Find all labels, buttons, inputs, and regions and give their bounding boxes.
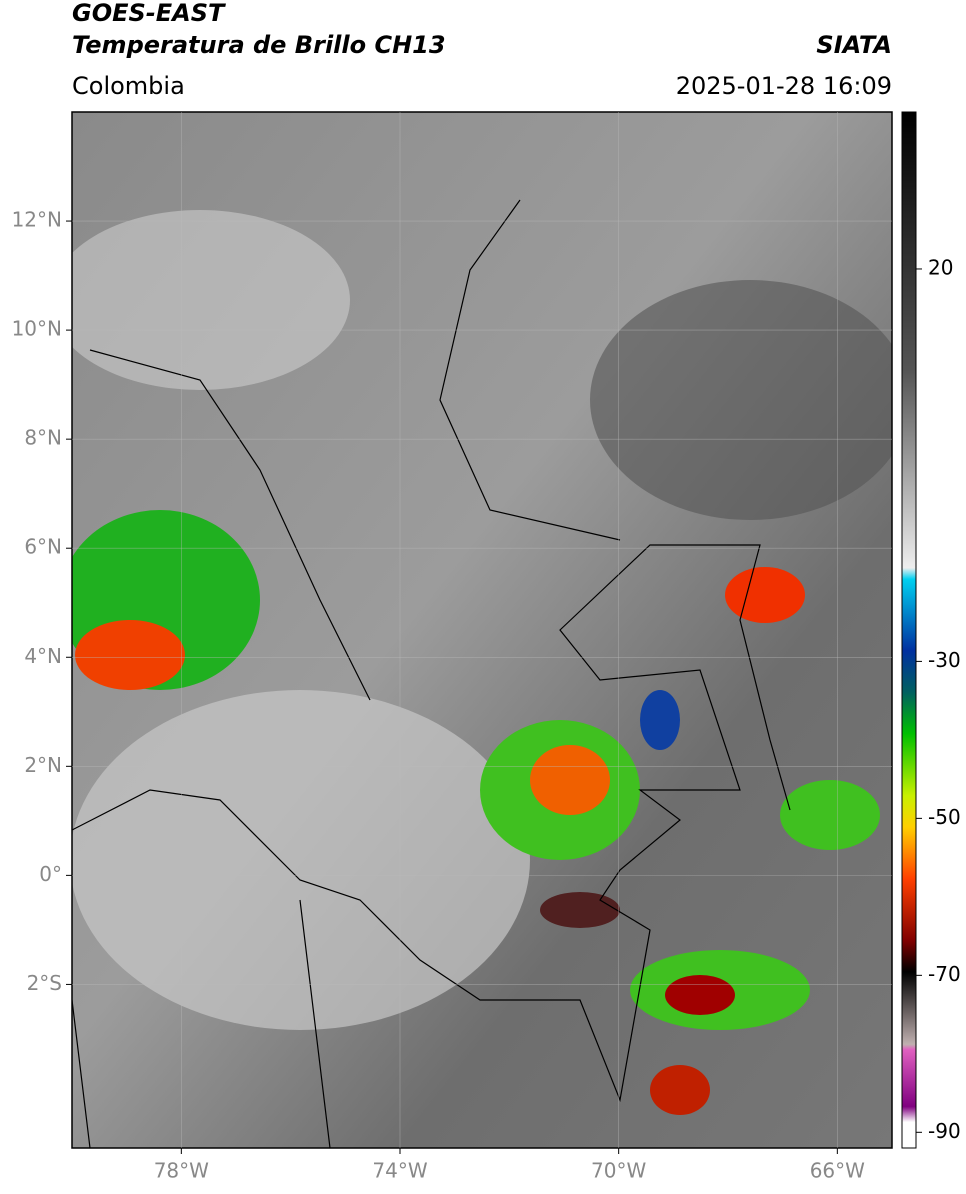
- y-tick-label: 0°: [39, 862, 62, 886]
- storm: [530, 745, 610, 815]
- y-tick-label: 10°N: [12, 317, 62, 341]
- datetime: 2025-01-28 16:09: [676, 72, 892, 100]
- colorbar-label: -90: [928, 1119, 961, 1143]
- storm: [540, 892, 620, 928]
- region: Colombia: [72, 72, 185, 100]
- y-tick-label: 6°N: [24, 535, 62, 559]
- map-frame: [71, 111, 893, 1149]
- borders: [72, 199, 791, 1148]
- y-tick-label: 8°N: [24, 426, 62, 450]
- cloud: [72, 690, 530, 1030]
- storm: [640, 690, 680, 750]
- x-tick-label: 78°W: [154, 1159, 209, 1183]
- cloud: [72, 210, 350, 390]
- x-tick-label: 66°W: [810, 1159, 865, 1183]
- source: SIATA: [816, 31, 892, 59]
- storm: [725, 567, 805, 623]
- colorbar-label: 20: [928, 255, 953, 279]
- title: GOES-EAST: [72, 0, 226, 27]
- colorbar-label: -30: [928, 648, 961, 672]
- storm: [780, 780, 880, 850]
- y-tick-label: 2°N: [24, 753, 62, 777]
- satellite-image: [72, 112, 892, 1148]
- storm: [665, 975, 735, 1015]
- y-tick-label: 2°S: [27, 971, 62, 995]
- subtitle: Temperatura de Brillo CH13: [72, 31, 446, 59]
- y-tick-label: 12°N: [12, 208, 62, 232]
- x-tick-label: 74°W: [372, 1159, 427, 1183]
- y-tick-label: 4°N: [24, 644, 62, 668]
- colorbar-label: -70: [928, 962, 961, 986]
- colorbar-label: -50: [928, 805, 961, 829]
- clear-area: [590, 280, 892, 520]
- storm: [75, 620, 185, 690]
- x-tick-label: 70°W: [591, 1159, 646, 1183]
- colorbar: [901, 111, 917, 1149]
- storm: [650, 1065, 710, 1115]
